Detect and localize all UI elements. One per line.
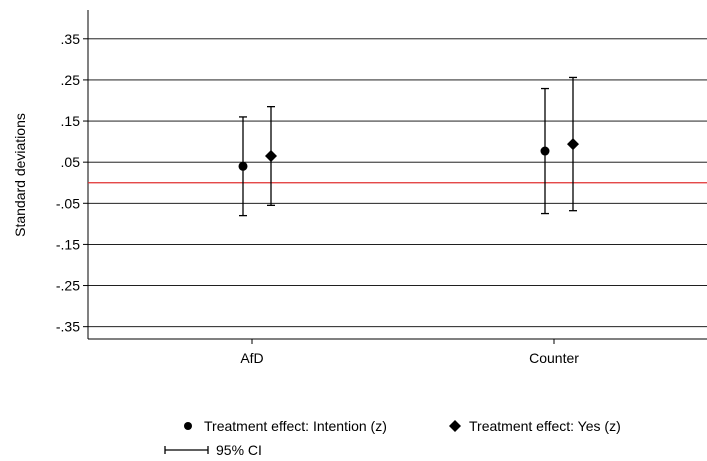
axis-layer: .35 .25 .15 .05 -.05 -.15 -.25 -.35 AfD Counter bbox=[56, 10, 707, 366]
legend-label-yes: Treatment effect: Yes (z) bbox=[469, 418, 621, 434]
legend-diamond-marker bbox=[449, 420, 461, 432]
y-tick-label: -.05 bbox=[56, 195, 80, 211]
y-tick-label: .05 bbox=[61, 154, 81, 170]
point-intention bbox=[540, 146, 550, 156]
marks-layer bbox=[238, 76, 579, 217]
legend-label-ci: 95% CI bbox=[216, 442, 262, 458]
x-tick-label: Counter bbox=[529, 350, 579, 366]
legend-label-intention: Treatment effect: Intention (z) bbox=[204, 418, 387, 434]
grid-layer bbox=[88, 38, 707, 328]
y-tick-label: .15 bbox=[61, 113, 81, 129]
point-yes bbox=[567, 138, 579, 151]
point-intention bbox=[238, 161, 248, 171]
y-tick-label: -.25 bbox=[56, 278, 80, 294]
legend-circle-marker bbox=[184, 422, 192, 430]
y-tick-label: .35 bbox=[61, 31, 81, 47]
y-tick-label: -.15 bbox=[56, 236, 80, 252]
x-tick-label: AfD bbox=[240, 350, 263, 366]
y-tick-label: -.35 bbox=[56, 319, 80, 335]
point-yes bbox=[265, 149, 277, 162]
legend: Treatment effect: Intention (z) Treatmen… bbox=[164, 418, 621, 458]
y-tick-label: .25 bbox=[61, 72, 81, 88]
y-axis-label: Standard deviations bbox=[12, 113, 28, 237]
